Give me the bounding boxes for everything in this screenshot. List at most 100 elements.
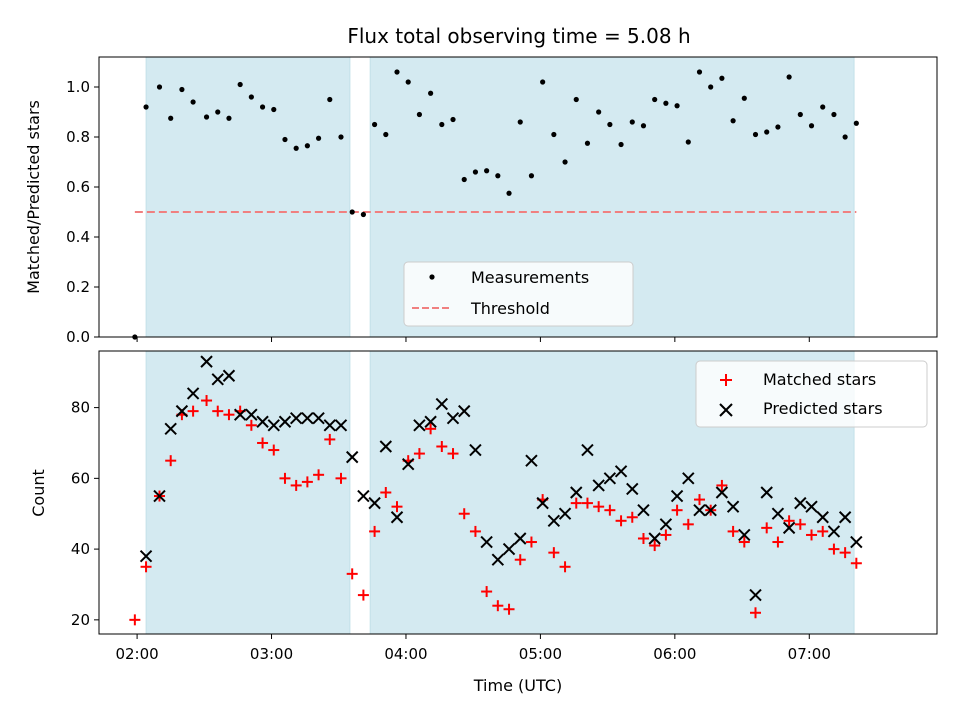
predicted-star-point [659,518,673,531]
x-axis-label: Time (UTC) [473,676,562,695]
predicted-star-point [200,355,213,368]
predicted-star-point [693,503,706,517]
predicted-star-point [704,503,717,517]
predicted-star-point [715,486,729,499]
predicted-star-point [682,472,695,485]
bottom-y-axis-label: Count [29,469,48,517]
predicted-star-point [480,535,493,549]
matched-star-point [324,433,336,445]
matched-star-point [469,525,481,537]
measurement-point [831,111,837,118]
y-tick-label: 80 [71,399,90,417]
predicted-star-point [850,535,863,549]
predicted-star-point [805,500,818,513]
x-tick-label: 05:00 [519,645,562,663]
measurement-point [663,100,669,106]
predicted-star-point [139,549,153,563]
predicted-star-point [379,440,393,453]
matched-star-point [839,547,851,559]
predicted-star-point [771,507,785,520]
x-tick-label: 06:00 [653,645,696,663]
y-tick-label: 60 [71,469,90,487]
matched-star-point [525,536,537,548]
predicted-star-point [186,387,200,400]
legend-matched-label: Matched stars [763,370,876,389]
matched-star-point [129,614,141,626]
matched-star-point [212,405,224,417]
predicted-star-point [760,486,773,499]
legend-threshold-label: Threshold [470,299,550,318]
matched-star-point [761,522,773,534]
measurement-point [517,119,523,125]
predicted-star-point [536,496,549,510]
measurement-point [573,96,579,103]
matched-star-point [649,540,661,552]
predicted-star-point [312,412,325,425]
matched-star-point [626,511,638,523]
measurement-point [820,104,826,110]
y-tick-label: 0.8 [66,128,90,146]
measurement-point [179,86,185,93]
predicted-star-point [345,450,359,464]
measurement-point [315,135,322,141]
matched-star-point [257,437,269,449]
matched-star-point [290,479,302,491]
matched-star-point [165,455,177,467]
matched-star-point [637,532,649,544]
measurement-point [472,169,479,175]
predicted-star-point [222,369,236,382]
predicted-star-point [469,443,482,457]
predicted-star-point [402,457,415,471]
matched-star-point [738,536,750,548]
x-tick-label: 03:00 [250,645,293,663]
predicted-star-point [570,486,583,499]
matched-star-point [693,494,705,506]
matched-star-point [436,441,448,453]
measurement-point [383,131,389,138]
predicted-star-point [413,419,426,432]
legend-predicted-marker [719,403,733,417]
measurement-point [786,74,792,80]
matched-star-point [716,479,728,491]
matched-star-point [806,529,818,541]
predicted-star-point [446,412,460,425]
y-tick-label: 20 [71,611,90,629]
y-tick-label: 1.0 [66,78,90,96]
predicted-star-point [233,408,247,421]
top-y-axis-label: Matched/Predicted stars [24,100,43,294]
measurement-point [696,69,703,75]
x-tick-label: 02:00 [115,645,158,663]
matched-star-point [492,600,504,612]
matched-star-point [772,536,784,548]
measurement-point [797,111,803,118]
measurement-point [764,129,770,135]
measurement-point [495,173,501,179]
measurement-point [607,121,613,128]
measurement-point [203,114,210,120]
measurement-point [450,116,456,123]
predicted-star-point [267,419,280,432]
measurement-point [674,103,680,109]
measurement-point [156,84,163,90]
measurement-point [741,95,747,101]
matched-star-point [458,508,470,520]
matched-star-point [581,497,593,509]
matched-star-point [481,586,493,598]
measurement-point [596,109,602,115]
x-tick-label: 04:00 [384,645,427,663]
measurement-point [528,173,535,179]
predicted-star-point [525,454,538,467]
matched-star-point [570,497,582,509]
matched-star-point [140,561,152,573]
measurement-point [439,121,445,128]
measurement-point [349,209,355,215]
matched-star-point [750,607,762,619]
measurement-point [540,79,546,85]
matched-star-point [223,409,235,421]
measurement-point [484,168,490,174]
measurement-point [808,123,815,129]
matched-star-point [245,419,257,431]
matched-star-point [187,405,199,417]
predicted-star-point [514,532,527,545]
